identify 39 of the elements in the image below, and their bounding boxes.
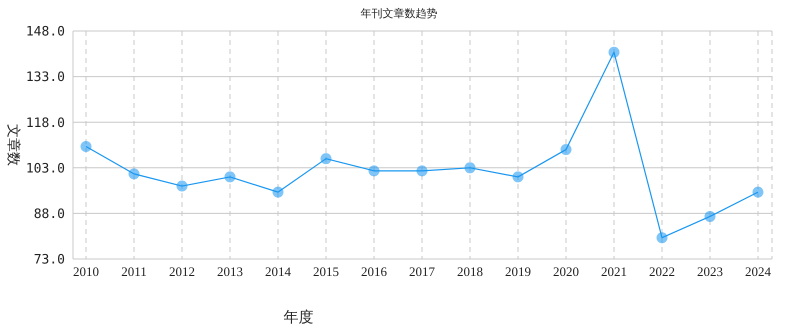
x-tick-label: 2011 xyxy=(121,264,147,280)
y-tick-label: 133.0 xyxy=(26,70,65,86)
y-tick-label: 148.0 xyxy=(26,24,65,40)
y-tick-label: 118.0 xyxy=(26,116,65,131)
x-tick-label: 2022 xyxy=(649,264,675,280)
point xyxy=(320,153,332,164)
point xyxy=(368,165,380,176)
y-tick-label: 88.0 xyxy=(34,207,65,222)
point xyxy=(704,210,716,222)
x-tick-label: 2018 xyxy=(457,264,483,280)
point xyxy=(464,162,476,174)
point xyxy=(416,165,428,176)
x-tick-label: 2015 xyxy=(313,264,339,280)
chart-title: 年刊文章数趋势 xyxy=(360,6,438,21)
x-tick-label: 2010 xyxy=(73,264,99,280)
x-tick-label: 2012 xyxy=(169,264,195,280)
x-tick-label: 2016 xyxy=(361,264,388,280)
x-tick-label: 2017 xyxy=(409,264,436,280)
point xyxy=(272,186,284,198)
x-tick-label: 2014 xyxy=(265,264,292,280)
point xyxy=(560,144,572,156)
x-tick-label: 2023 xyxy=(697,264,723,280)
point xyxy=(656,232,668,244)
x-tick-label: 2019 xyxy=(505,264,531,280)
y-tick-label: 73.0 xyxy=(34,252,65,268)
point xyxy=(752,186,764,198)
point xyxy=(224,171,236,182)
point xyxy=(128,168,140,180)
point xyxy=(80,141,92,152)
y-tick-label: 103.0 xyxy=(26,161,65,176)
x-axis-title: 年度 xyxy=(284,308,314,326)
y-axis-title: 文章数 xyxy=(5,124,22,166)
x-tick-label: 2013 xyxy=(217,264,243,280)
point xyxy=(176,180,188,192)
point xyxy=(608,46,620,58)
x-tick-label: 2024 xyxy=(745,264,772,280)
point xyxy=(512,171,524,182)
x-tick-label: 2020 xyxy=(553,264,579,280)
x-tick-label: 2021 xyxy=(601,264,627,280)
